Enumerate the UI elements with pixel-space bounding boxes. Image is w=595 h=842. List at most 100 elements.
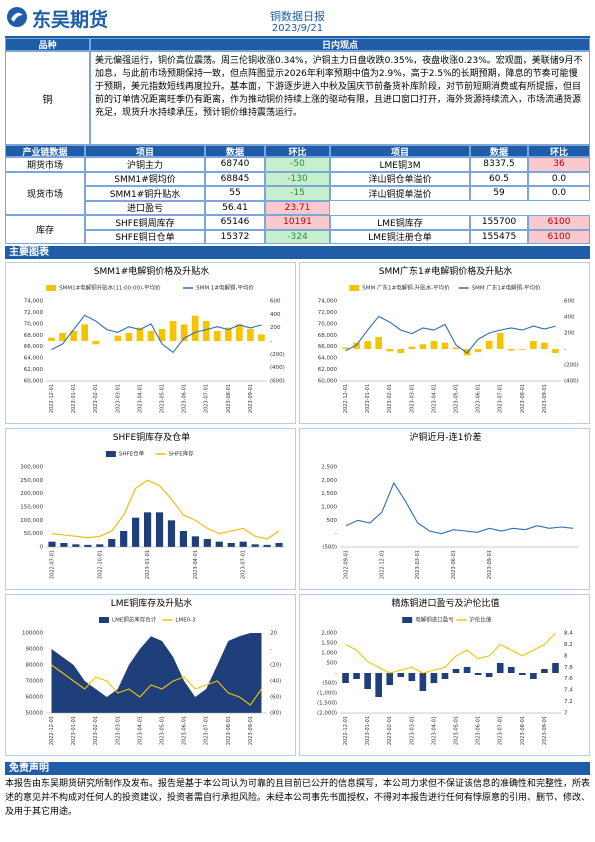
tick-label: (1,000) <box>317 691 337 697</box>
chain-cell: -324 <box>265 229 330 244</box>
chart-title: SMM1#电解铜价格及升贴水 <box>94 265 210 277</box>
section-charts: 主要图表 <box>5 246 590 259</box>
chain-group: 库存 <box>5 215 85 244</box>
bar <box>70 331 77 341</box>
chart-title: 精炼铜进口盈亏及沪伦比值 <box>391 597 499 609</box>
tick-label: 7 <box>564 711 568 717</box>
tick-label: 68,000 <box>318 333 338 339</box>
bar <box>225 327 232 341</box>
chain-cell: -50 <box>265 157 330 172</box>
tick-label: 600 <box>564 299 575 305</box>
bar <box>132 517 140 547</box>
report-title: 铜数据日报 <box>270 10 325 23</box>
chart: 沪铜近月-连1价差 (500) - 500 1,000 1,500 2,000 2,500 20… <box>299 428 590 590</box>
chart-title: 沪铜近月-连1价差 <box>410 431 482 443</box>
x-tick-label: 2023-06-01 <box>451 550 457 579</box>
bar <box>552 349 559 353</box>
tick-label: 64,000 <box>24 356 44 362</box>
tick-label: (80) <box>270 711 281 717</box>
tick-label: 50,000 <box>24 531 44 537</box>
chain-cell: SHFE铜周库存 <box>85 215 205 230</box>
line <box>51 314 262 354</box>
chain-cell: 0.0 <box>528 171 590 186</box>
bar <box>507 349 515 351</box>
bar <box>474 673 482 675</box>
header-rule <box>5 36 590 38</box>
line <box>51 479 280 540</box>
tick-label: 8 <box>564 653 568 659</box>
bar <box>48 337 55 341</box>
legend-swatch <box>349 285 360 291</box>
bar <box>353 342 360 349</box>
tick-label: - <box>335 671 337 677</box>
bar <box>136 327 144 341</box>
bar <box>114 335 122 341</box>
bar <box>179 531 188 547</box>
tick-label: 250,000 <box>20 478 43 484</box>
x-tick-label: 2023-04-01 <box>193 550 199 579</box>
tick-label: 72,000 <box>24 310 44 316</box>
bar <box>342 347 349 349</box>
tick-label: 62,000 <box>318 367 338 373</box>
bar <box>552 663 559 673</box>
chain-cell: 6100 <box>528 229 590 244</box>
bar <box>386 673 394 685</box>
x-tick-label: 2023-05-01 <box>160 384 166 413</box>
x-tick-label: 2022-07-01 <box>49 550 55 579</box>
tick-label: 400 <box>564 315 575 321</box>
tick-label: 0 <box>40 545 44 551</box>
bar <box>275 543 283 547</box>
line <box>345 481 574 535</box>
chain-cell: 15372 <box>205 229 265 244</box>
tick-label: (400) <box>564 379 579 385</box>
bar <box>155 512 164 547</box>
tick-label: (400) <box>270 365 285 371</box>
x-tick-label: 2022-12-01 <box>379 550 385 579</box>
bar <box>430 341 438 349</box>
chain-cell: 59 <box>470 186 528 201</box>
bar <box>59 333 66 341</box>
tick-label: - <box>270 647 272 653</box>
chain-cell: 60.5 <box>470 171 528 186</box>
chain-cell: 65146 <box>205 215 265 230</box>
chart: 精炼铜进口盈亏及沪伦比值 (2,000) (1,500) (1,000) (500) - 5… <box>299 594 590 756</box>
x-tick-label: 2023-08-01 <box>226 384 232 413</box>
chain-cell: 8337.5 <box>470 157 528 172</box>
legend-label: SMM1#电解铜升贴水(11:00:00)-平均价 <box>59 284 161 292</box>
disclaimer-text: 本报告由东吴期货研究所制作及发布。报告是基于本公司认为可靠的且目前已公开的信息撰… <box>5 779 591 817</box>
x-tick-label: 2023-03-01 <box>409 716 415 745</box>
legend-swatch <box>46 285 57 291</box>
bar <box>120 531 128 547</box>
chain-cell: -130 <box>265 171 330 186</box>
tick-label: 500 <box>327 518 338 524</box>
bar <box>258 334 265 341</box>
bar <box>143 512 152 547</box>
legend-label: LME0-3 <box>175 618 196 624</box>
x-tick-label: 2023-06-01 <box>476 716 482 745</box>
legend-label: 沪伦比值 <box>469 616 492 624</box>
tick-label: 80000 <box>26 663 44 669</box>
line <box>345 315 556 354</box>
bar <box>202 321 210 341</box>
chart-title: SMM广东1#电解铜价格及升贴水 <box>379 265 513 277</box>
x-tick-label: 2023-03-01 <box>115 384 121 413</box>
bar <box>474 349 482 353</box>
tick-label: 60,000 <box>318 379 338 385</box>
tick-label: 7.8 <box>564 665 573 671</box>
chain-cell: 36 <box>528 157 590 172</box>
line <box>51 664 262 706</box>
bar <box>167 520 176 547</box>
chain-cell: SMM1#铜升贴水 <box>85 186 205 201</box>
tick-label: 300,000 <box>20 465 43 471</box>
x-tick-label: 2023-08-01 <box>520 384 526 413</box>
tick-label: 200,000 <box>20 491 43 497</box>
tick-label: 70,000 <box>318 321 338 327</box>
bar <box>125 333 133 341</box>
legend-label: SMM 广东1#电解铜-升贴水-平均价 <box>362 284 450 292</box>
tick-label: 1,000 <box>321 505 337 511</box>
x-tick-label: 2023-05-01 <box>454 384 460 413</box>
bar <box>48 541 56 547</box>
bar <box>419 344 427 349</box>
bar <box>364 341 371 349</box>
